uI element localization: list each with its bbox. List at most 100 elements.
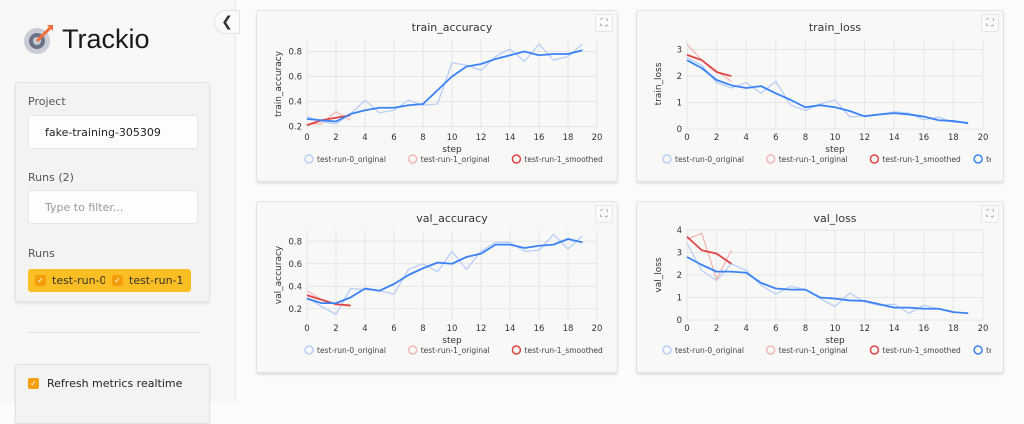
y-tick-label: 0.6	[288, 260, 302, 270]
chart-title: train_accuracy	[412, 21, 493, 34]
legend-label: test-run-1_original	[421, 155, 490, 164]
x-tick-label: 18	[563, 133, 574, 143]
refresh-realtime-checkbox[interactable]: ✓ Refresh metrics realtime	[28, 377, 182, 390]
chart-card-train-accuracy: train_accuracy 0 2 4 6 8 10 12 14 16 18 20 0.2 0.4 0.6…	[256, 10, 618, 182]
expand-icon: ⛶	[600, 208, 608, 220]
legend-marker	[304, 345, 314, 355]
x-axis-label: step	[442, 336, 462, 346]
y-tick-label: 0.8	[288, 48, 302, 58]
legend-marker	[304, 154, 314, 164]
legend-marker	[765, 345, 776, 355]
x-tick-label: 10	[447, 324, 458, 334]
x-tick-label: 6	[391, 133, 396, 143]
legend-label: test-run-1_smoothed	[524, 155, 603, 164]
series-line-test-run-0_original	[686, 56, 969, 124]
run-checkbox-test-run-1[interactable]: ✓ test-run-1	[105, 269, 191, 292]
y-tick-label: 0	[677, 125, 682, 135]
x-tick-label: 0	[304, 133, 309, 143]
x-tick-label: 12	[476, 324, 487, 334]
x-tick-label: 18	[563, 324, 574, 334]
collapse-sidebar-button[interactable]: ❮	[214, 10, 240, 34]
expand-icon: ⛶	[600, 17, 608, 29]
y-tick-label: 0.8	[288, 237, 302, 247]
run-checkbox-test-run-0[interactable]: ✓ test-run-0	[28, 269, 114, 292]
fullscreen-button[interactable]: ⛶	[595, 14, 613, 32]
y-tick-label: 3	[677, 46, 682, 56]
legend-label: test-run-0_original	[317, 155, 386, 164]
x-tick-label: 0	[684, 133, 689, 143]
x-tick-label: 2	[333, 324, 338, 334]
x-axis-label: step	[825, 145, 845, 155]
legend-label: test-run-0_original	[317, 346, 386, 355]
fullscreen-button[interactable]: ⛶	[981, 14, 999, 32]
legend-label: test-run-1_smoothed	[524, 346, 603, 355]
x-tick-label: 18	[948, 324, 959, 334]
series-line-test-run-0_smoothed	[686, 256, 969, 315]
legend-label: test-run-0_original	[675, 155, 744, 164]
x-tick-label: 14	[505, 133, 516, 143]
x-tick-label: 12	[859, 133, 870, 143]
y-tick-label: 0.4	[288, 98, 302, 108]
series-line-test-run-0_original	[686, 243, 969, 314]
chart-card-val-loss: val_loss 0 2 4 6 8 10 12 14 16 18 20 0 1 2 3 4 step val_lo…	[636, 201, 1004, 373]
x-tick-label: 8	[803, 324, 808, 334]
y-axis-label: train_loss	[654, 62, 664, 105]
chart-train-accuracy: train_accuracy 0 2 4 6 8 10 12 14 16 18 20 0.2 0.4 0.6…	[274, 21, 603, 164]
series-line-test-run-0_smoothed	[306, 238, 583, 305]
chart-title: val_accuracy	[416, 212, 488, 225]
sidebar: Trackio ❮ Project fake-training-305309 R…	[0, 0, 240, 424]
x-axis-label: step	[825, 336, 845, 346]
legend-marker	[511, 345, 522, 355]
x-tick-label: 20	[978, 133, 989, 143]
run-label: test-run-1	[129, 274, 184, 287]
legend-label: test-run-1_smoothed	[882, 155, 961, 164]
legend: test-run-0_original test-run-1_original te…	[662, 154, 1005, 164]
y-tick-label: 1	[677, 99, 682, 109]
fullscreen-button[interactable]: ⛶	[981, 205, 999, 223]
legend-marker	[511, 154, 522, 164]
x-tick-label: 16	[534, 324, 545, 334]
series-line-test-run-1_smoothed	[306, 114, 351, 127]
x-tick-label: 12	[859, 324, 870, 334]
legend-marker	[616, 346, 619, 354]
runs-label: Runs	[28, 247, 55, 260]
legend-marker	[869, 345, 880, 355]
x-tick-label: 20	[592, 133, 603, 143]
legend-marker	[407, 154, 418, 164]
series-line-test-run-0_smoothed	[686, 59, 969, 125]
legend-label: test-run-1_original	[779, 346, 848, 355]
legend-marker	[973, 154, 983, 164]
legend-label: test-run-0_smoothed	[986, 155, 1005, 164]
settings-panel: ✓ Refresh metrics realtime	[15, 364, 210, 424]
runs-count-label: Runs (2)	[28, 171, 74, 184]
series-line-test-run-0_smoothed	[306, 49, 583, 123]
fullscreen-button[interactable]: ⛶	[595, 205, 613, 223]
checkbox-checked-icon: ✓	[28, 378, 39, 389]
chart-title: train_loss	[809, 21, 862, 34]
y-tick-label: 2	[677, 271, 682, 281]
x-tick-label: 10	[447, 133, 458, 143]
x-tick-label: 14	[505, 324, 516, 334]
y-tick-label: 0.2	[288, 123, 302, 133]
legend-label: test-run-0_smoothed	[986, 346, 1005, 355]
series-line-test-run-1_original	[686, 232, 732, 281]
run-filter-input[interactable]: Type to filter...	[28, 190, 198, 224]
x-tick-label: 14	[889, 133, 900, 143]
legend: test-run-0_original test-run-1_original te…	[662, 345, 1005, 355]
y-tick-label: 4	[677, 226, 682, 236]
legend-marker	[869, 154, 880, 164]
x-tick-label: 4	[362, 133, 367, 143]
x-tick-label: 2	[714, 133, 719, 143]
y-tick-label: 0.6	[288, 73, 302, 83]
project-dropdown[interactable]: fake-training-305309	[28, 115, 198, 149]
x-tick-label: 4	[362, 324, 367, 334]
expand-icon: ⛶	[986, 208, 994, 220]
legend-marker	[662, 345, 672, 355]
project-label: Project	[28, 95, 66, 108]
x-tick-label: 4	[743, 133, 748, 143]
x-tick-label: 8	[420, 324, 425, 334]
chart-title: val_loss	[813, 212, 856, 225]
x-tick-label: 16	[918, 324, 929, 334]
legend-marker	[765, 154, 776, 164]
